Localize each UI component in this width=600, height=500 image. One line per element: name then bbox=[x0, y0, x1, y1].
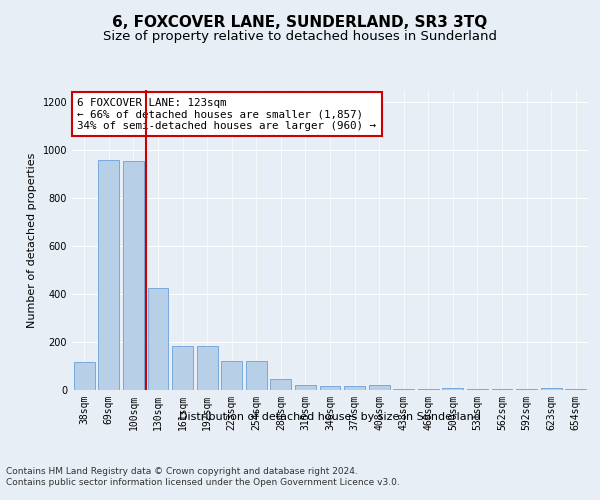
Bar bbox=[442, 388, 463, 390]
Bar bbox=[344, 386, 365, 390]
Bar bbox=[541, 388, 562, 390]
Bar bbox=[368, 385, 389, 390]
Bar bbox=[148, 288, 169, 390]
Bar bbox=[197, 346, 218, 390]
Bar bbox=[320, 386, 340, 390]
Bar bbox=[295, 385, 316, 390]
Y-axis label: Number of detached properties: Number of detached properties bbox=[27, 152, 37, 328]
Bar bbox=[221, 361, 242, 390]
Bar bbox=[246, 361, 267, 390]
Text: 6 FOXCOVER LANE: 123sqm
← 66% of detached houses are smaller (1,857)
34% of semi: 6 FOXCOVER LANE: 123sqm ← 66% of detache… bbox=[77, 98, 376, 130]
Bar bbox=[271, 379, 292, 390]
Text: 6, FOXCOVER LANE, SUNDERLAND, SR3 3TQ: 6, FOXCOVER LANE, SUNDERLAND, SR3 3TQ bbox=[112, 15, 488, 30]
Text: Size of property relative to detached houses in Sunderland: Size of property relative to detached ho… bbox=[103, 30, 497, 43]
Text: Contains HM Land Registry data © Crown copyright and database right 2024.
Contai: Contains HM Land Registry data © Crown c… bbox=[6, 468, 400, 487]
Bar bbox=[172, 346, 193, 390]
Bar bbox=[98, 160, 119, 390]
Text: Distribution of detached houses by size in Sunderland: Distribution of detached houses by size … bbox=[179, 412, 481, 422]
Bar bbox=[123, 161, 144, 390]
Bar bbox=[74, 362, 95, 390]
